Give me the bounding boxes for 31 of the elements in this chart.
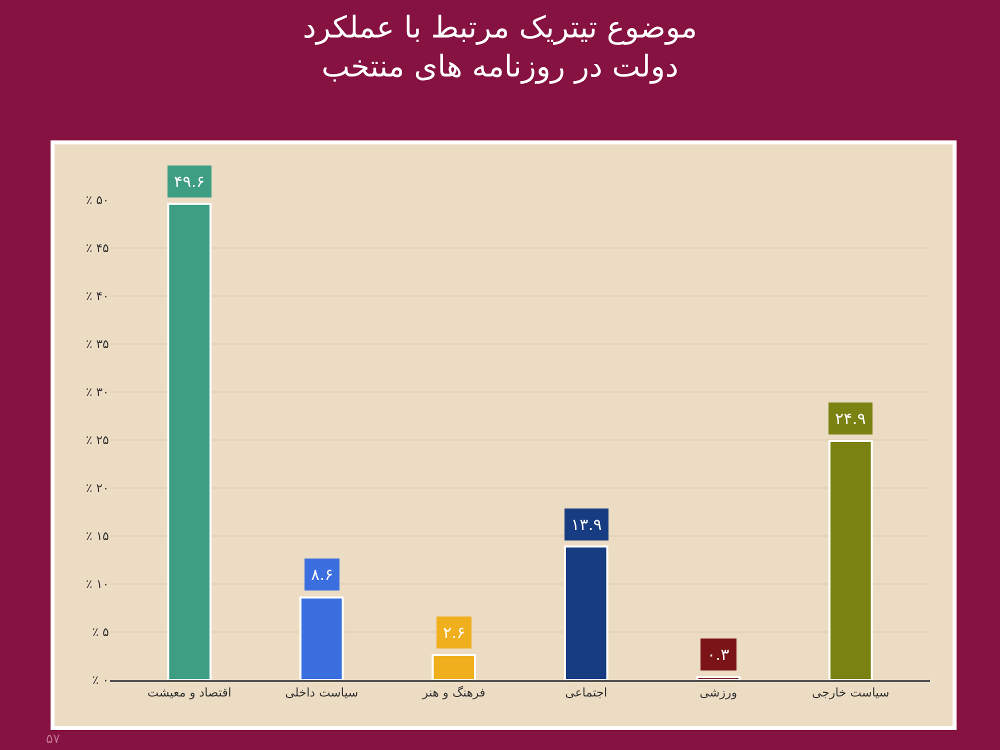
x-tick-label: سیاست داخلی	[285, 685, 358, 700]
data-label: ۰.۳	[707, 645, 730, 664]
chart-title: موضوع تیتریک مرتبط با عملکرد دولت در روزنامه های منتخب	[302, 10, 698, 84]
data-label: ۱۳.۹	[571, 515, 602, 534]
x-tick-label: ورزشی	[700, 685, 738, 700]
data-label: ۲.۶	[443, 623, 466, 642]
bar	[299, 596, 344, 680]
y-tick-label: ٪ ۴۵	[86, 241, 109, 256]
y-tick-label: ٪ ۱۰	[86, 577, 109, 592]
bar	[696, 676, 741, 680]
y-tick-label: ٪ ۳۰	[86, 385, 109, 400]
y-tick-label: ٪ ۳۵	[86, 337, 109, 352]
y-tick-label: ٪ ۲۰	[86, 481, 109, 496]
text: ۵۷	[46, 732, 60, 747]
x-tick-label: فرهنگ و هنر	[421, 685, 486, 700]
y-tick-label: ٪ ۵	[92, 625, 109, 640]
y-tick-label: ٪ ۱۵	[86, 529, 109, 544]
bar	[828, 440, 873, 680]
bar	[432, 654, 476, 680]
y-tick-label: ٪ ۰	[92, 673, 109, 688]
data-label: ۸.۶	[311, 565, 334, 584]
x-tick-label: اجتماعی	[565, 685, 608, 700]
y-tick-label: ٪ ۵۰	[86, 193, 109, 208]
x-tick-label: سیاست خارجی	[812, 685, 890, 700]
bar	[564, 546, 608, 680]
x-tick-label: اقتصاد و معیشت	[147, 685, 232, 700]
y-tick-label: ٪ ۲۵	[86, 433, 109, 448]
data-label: ۴۹.۶	[174, 172, 205, 191]
bar	[167, 202, 212, 680]
y-tick-label: ٪ ۴۰	[86, 289, 109, 304]
data-label: ۲۴.۹	[835, 409, 866, 428]
